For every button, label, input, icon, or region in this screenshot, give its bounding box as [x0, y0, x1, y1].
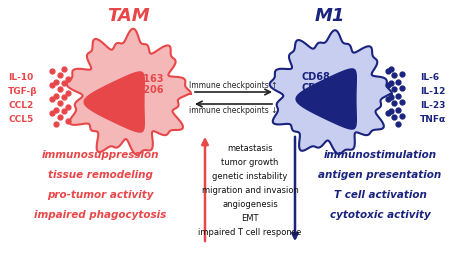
Text: IL-6: IL-6 — [420, 73, 439, 81]
Text: IL-10: IL-10 — [8, 73, 33, 81]
Polygon shape — [295, 68, 357, 130]
Text: IL-12: IL-12 — [420, 86, 446, 96]
Text: genetic instability: genetic instability — [212, 172, 288, 181]
Text: impaired T cell response: impaired T cell response — [198, 228, 301, 237]
Text: angiogenesis: angiogenesis — [222, 200, 278, 209]
Text: impaired phagocytosis: impaired phagocytosis — [34, 210, 166, 220]
Text: tissue remodeling: tissue remodeling — [47, 170, 153, 180]
Text: CCL5: CCL5 — [8, 114, 33, 123]
Text: pro-tumor activity: pro-tumor activity — [47, 190, 153, 200]
Text: CD86: CD86 — [301, 94, 330, 104]
Text: IL-23: IL-23 — [420, 101, 446, 110]
Text: cytotoxic activity: cytotoxic activity — [329, 210, 430, 220]
Text: immune checkpoints ↓: immune checkpoints ↓ — [189, 106, 278, 115]
Text: CD206: CD206 — [128, 85, 164, 95]
Text: CD68: CD68 — [301, 72, 330, 82]
Text: antigen presentation: antigen presentation — [319, 170, 442, 180]
Text: M1: M1 — [315, 7, 345, 25]
Text: TNFα: TNFα — [420, 114, 446, 123]
Polygon shape — [83, 71, 145, 133]
Text: migration and invasion: migration and invasion — [201, 186, 299, 195]
Polygon shape — [67, 29, 191, 155]
Text: immunosuppression: immunosuppression — [41, 150, 159, 160]
Text: Immune checkpoints ↑: Immune checkpoints ↑ — [189, 81, 278, 90]
Polygon shape — [270, 30, 392, 154]
Text: TAM: TAM — [107, 7, 149, 25]
Text: CD163: CD163 — [128, 74, 164, 84]
Text: immunostimulation: immunostimulation — [323, 150, 437, 160]
Text: CD80: CD80 — [301, 83, 330, 93]
Text: T cell activation: T cell activation — [334, 190, 427, 200]
Text: metastasis: metastasis — [227, 144, 273, 153]
Text: CCL2: CCL2 — [8, 101, 33, 110]
Text: EMT: EMT — [241, 214, 259, 223]
Text: tumor growth: tumor growth — [221, 158, 279, 167]
Text: TGF-β: TGF-β — [8, 86, 37, 96]
